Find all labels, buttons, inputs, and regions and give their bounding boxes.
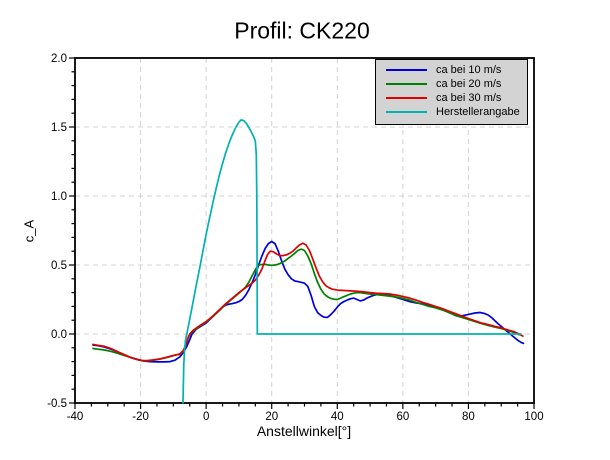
x-axis-label: Anstellwinkel[°] (256, 423, 352, 439)
x-tick-label: 100 (524, 411, 543, 423)
series-line-1 (92, 248, 521, 362)
x-tick-label: 80 (462, 411, 475, 423)
y-tick-label: 2.0 (51, 53, 67, 65)
series-line-0 (92, 240, 525, 363)
y-tick-label: 1.0 (51, 191, 67, 203)
legend-line-sample (386, 69, 427, 71)
legend-entry: Herstellerangabe (376, 105, 527, 119)
x-tick-label: -20 (132, 411, 149, 423)
y-tick-label: 0.5 (51, 260, 67, 272)
legend-line-sample (386, 83, 427, 85)
y-tick-label: 0.0 (51, 329, 67, 341)
y-axis-label: c_A (21, 219, 37, 243)
series-line-3 (182, 118, 522, 404)
legend-box: ca bei 10 m/s ca bei 20 m/s ca bei 30 m/s H… (375, 59, 528, 125)
x-tick-label: 20 (265, 411, 278, 423)
y-tick-label: -0.5 (47, 398, 67, 410)
legend-label: ca bei 30 m/s (436, 92, 502, 104)
series-line-2 (92, 242, 524, 362)
legend-entry: ca bei 10 m/s (376, 63, 527, 77)
chart-title: Profil: CK220 (234, 17, 370, 44)
y-tick-label: 1.5 (51, 122, 67, 134)
legend-line-sample (386, 111, 427, 113)
legend-label: ca bei 10 m/s (436, 64, 502, 76)
x-tick-label: 0 (203, 411, 209, 423)
x-tick-label: -40 (67, 411, 84, 423)
legend-line-sample (386, 97, 427, 99)
legend-entry: ca bei 30 m/s (376, 91, 527, 105)
legend-entry: ca bei 20 m/s (376, 77, 527, 91)
legend-label: Herstellerangabe (436, 106, 520, 118)
x-tick-label: 40 (331, 411, 344, 423)
x-tick-label: 60 (396, 411, 409, 423)
legend-label: ca bei 20 m/s (436, 78, 502, 90)
